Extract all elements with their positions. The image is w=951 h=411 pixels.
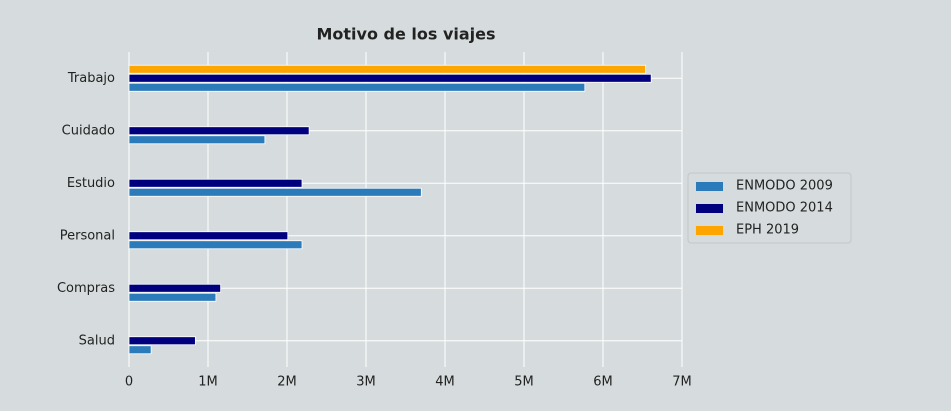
x-tick-label: 6M: [593, 375, 613, 390]
bar: [128, 187, 422, 197]
chart-title: Motivo de los viajes: [316, 25, 495, 44]
bar: [128, 240, 303, 250]
x-tick-label: 0: [125, 375, 133, 390]
x-tick-label: 1M: [198, 375, 218, 390]
legend-swatch: [696, 182, 723, 191]
y-tick-label: Trabajo: [67, 71, 115, 86]
x-tick-label: 7M: [672, 375, 692, 390]
legend-label: ENMODO 2009: [736, 179, 833, 194]
x-tick-label: 2M: [277, 375, 297, 390]
y-tick-label: Estudio: [67, 176, 115, 191]
x-tick-label: 3M: [356, 375, 376, 390]
bar: [128, 336, 196, 346]
legend-label: ENMODO 2014: [736, 201, 833, 216]
y-tick-label: Personal: [60, 228, 115, 243]
legend-label: EPH 2019: [736, 223, 799, 238]
bar: [128, 135, 266, 145]
legend-swatch: [696, 226, 723, 235]
bar: [128, 126, 310, 136]
bar: [128, 178, 303, 188]
bar: [128, 283, 222, 293]
bar: [128, 64, 647, 74]
bar: [128, 292, 217, 302]
y-tick-label: Cuidado: [62, 123, 115, 138]
bar: [128, 82, 586, 92]
legend-swatch: [696, 204, 723, 213]
bar: [128, 231, 289, 241]
x-tick-label: 4M: [435, 375, 455, 390]
legend-box: [687, 172, 852, 244]
bar: [128, 345, 152, 355]
y-tick-label: Compras: [57, 281, 115, 296]
x-tick-label: 5M: [514, 375, 534, 390]
bar: [128, 73, 652, 83]
y-tick-label: Salud: [79, 333, 115, 348]
